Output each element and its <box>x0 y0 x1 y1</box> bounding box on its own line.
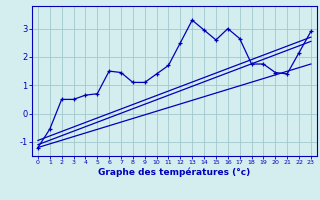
X-axis label: Graphe des températures (°c): Graphe des températures (°c) <box>98 168 251 177</box>
